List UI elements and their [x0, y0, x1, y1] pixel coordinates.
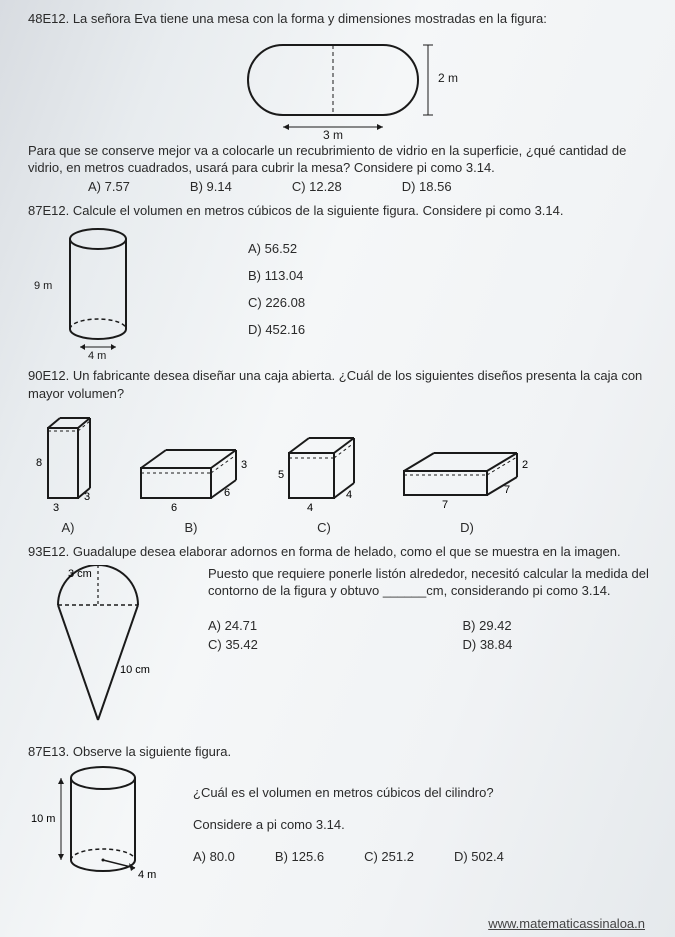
cyl2-text-block: ¿Cuál es el volumen en metros cúbicos de…	[193, 784, 657, 866]
answer-a: A) 80.0	[193, 849, 235, 864]
problem-text-2: Para que se conserve mejor va a colocarl…	[28, 142, 657, 177]
cyl2-q: ¿Cuál es el volumen en metros cúbicos de…	[193, 784, 657, 802]
problem-87e13: 87E13. Observe la siguiente figura. 10 m…	[28, 743, 657, 891]
answer-b: B) 113.04	[248, 268, 305, 283]
problem-90e12: 90E12. Un fabricante desea diseñar una c…	[28, 367, 657, 535]
answer-b: B) 29.42	[463, 618, 658, 633]
svg-text:4: 4	[307, 502, 313, 514]
cyl-height: 9 m	[34, 280, 52, 292]
cone-text-block: Puesto que requiere ponerle listón alred…	[208, 565, 657, 652]
footer-url: www.matematicassinaloa.n	[488, 916, 645, 931]
box-c: 5 4 4 C)	[274, 428, 374, 535]
problem-93e12: 93E12. Guadalupe desea elaborar adornos …	[28, 543, 657, 735]
answer-b: B) 9.14	[190, 179, 232, 194]
cylinder2-svg: 10 m 4 m	[28, 760, 168, 890]
problem-text: 93E12. Guadalupe desea elaborar adornos …	[28, 543, 657, 561]
answer-d: D) 452.16	[248, 322, 305, 337]
problem-id: 90E12.	[28, 368, 69, 383]
answer-c: C) 12.28	[292, 179, 342, 194]
svg-text:6: 6	[224, 487, 230, 499]
cylinder-svg: 9 m 4 m	[28, 219, 158, 359]
answers-93e12: A) 24.71 B) 29.42 C) 35.42 D) 38.84	[208, 618, 657, 652]
answer-c: C) 251.2	[364, 849, 414, 864]
svg-text:5: 5	[278, 469, 284, 481]
svg-text:2: 2	[522, 459, 528, 471]
box-label-d: D)	[392, 520, 542, 535]
box-b: 3 6 6 B)	[126, 438, 256, 535]
answer-a: A) 7.57	[88, 179, 130, 194]
problem-text: 87E12. Calcule el volumen en metros cúbi…	[28, 202, 657, 220]
svg-text:3: 3	[84, 491, 90, 503]
answers-87e13: A) 80.0 B) 125.6 C) 251.2 D) 502.4	[193, 849, 657, 864]
cone-prompt: Puesto que requiere ponerle listón alred…	[208, 565, 657, 600]
problem-id: 48E12.	[28, 11, 69, 26]
answer-d: D) 18.56	[402, 179, 452, 194]
answer-c: C) 35.42	[208, 637, 403, 652]
svg-text:6: 6	[171, 502, 177, 514]
answer-b: B) 125.6	[275, 849, 324, 864]
icecream-svg: 3 cm 10 cm	[28, 565, 178, 735]
answer-c: C) 226.08	[248, 295, 305, 310]
svg-text:3: 3	[241, 459, 247, 471]
cyl2-height: 10 m	[31, 813, 55, 825]
cyl2-note: Considere a pi como 3.14.	[193, 816, 657, 834]
stadium-svg: 2 m 3 m	[213, 30, 473, 140]
answers-48e12: A) 7.57 B) 9.14 C) 12.28 D) 18.56	[88, 179, 657, 194]
answer-a: A) 56.52	[248, 241, 305, 256]
boxes-row: 8 3 3 A) 3 6 6 B)	[28, 408, 657, 535]
answers-87e12: A) 56.52 B) 113.04 C) 226.08 D) 452.16	[248, 241, 305, 337]
svg-text:8: 8	[36, 457, 42, 469]
problem-id: 93E12.	[28, 544, 69, 559]
svg-text:7: 7	[504, 484, 510, 496]
problem-48e12: 48E12. La señora Eva tiene una mesa con …	[28, 10, 657, 194]
svg-text:7: 7	[442, 499, 448, 511]
problem-text: 90E12. Un fabricante desea diseñar una c…	[28, 367, 657, 402]
cyl-diam: 4 m	[88, 350, 106, 359]
answer-d: D) 38.84	[463, 637, 658, 652]
width-3m: 3 m	[323, 128, 343, 140]
problem-87e12: 87E12. Calcule el volumen en metros cúbi…	[28, 202, 657, 360]
svg-text:3: 3	[53, 502, 59, 514]
cyl2-radius: 4 m	[138, 869, 156, 881]
slant-10cm: 10 cm	[120, 664, 150, 676]
problem-text: 87E13. Observe la siguiente figura.	[28, 743, 657, 761]
box-label-b: B)	[126, 520, 256, 535]
box-a: 8 3 3 A)	[28, 408, 108, 535]
height-2m: 2 m	[438, 71, 458, 85]
answer-a: A) 24.71	[208, 618, 403, 633]
problem-id: 87E13.	[28, 744, 69, 759]
svg-text:4: 4	[346, 489, 352, 501]
box-label-a: A)	[28, 520, 108, 535]
problem-id: 87E12.	[28, 203, 69, 218]
stadium-figure: 2 m 3 m	[28, 30, 657, 140]
radius-3cm: 3 cm	[68, 568, 92, 580]
problem-text: 48E12. La señora Eva tiene una mesa con …	[28, 10, 657, 28]
box-label-c: C)	[274, 520, 374, 535]
answer-d: D) 502.4	[454, 849, 504, 864]
box-d: 2 7 7 D)	[392, 443, 542, 535]
